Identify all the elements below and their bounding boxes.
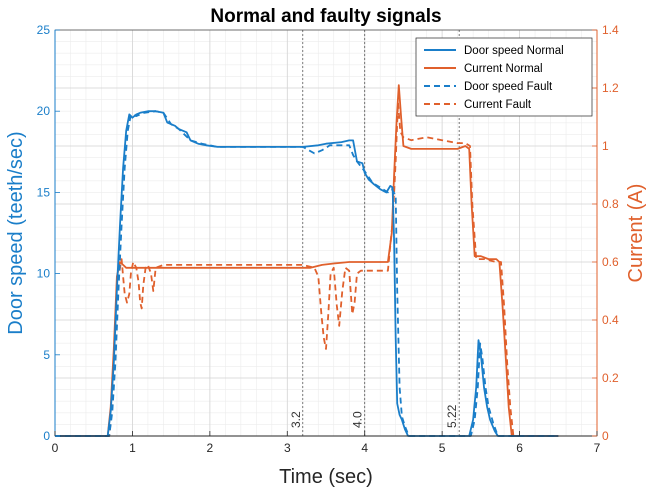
y-left-tick-label: 15 [37, 185, 51, 199]
chart-title: Normal and faulty signals [210, 6, 441, 27]
y-right-tick-label: 0 [602, 429, 609, 443]
x-tick-label: 0 [52, 441, 59, 455]
series-layer [55, 84, 559, 437]
vertical-marker-label: 4.0 [351, 411, 365, 428]
y-right-tick-label: 1 [602, 139, 609, 153]
vertical-marker-label: 5.22 [445, 404, 459, 428]
y-left-tick-label: 25 [37, 23, 51, 37]
y-left-tick-label: 10 [37, 267, 51, 281]
y-left-tick-label: 0 [43, 429, 50, 443]
legend-label: Door speed Fault [464, 81, 553, 93]
x-tick-label: 7 [594, 441, 601, 455]
legend-label: Current Fault [464, 99, 532, 111]
y-left-tick-label: 5 [43, 348, 50, 362]
legend-label: Door speed Normal [464, 45, 564, 57]
legend-label: Current Normal [464, 63, 543, 75]
y-axis-right-title: Current (A) [625, 184, 647, 283]
vertical-markers: 3.2 4.0 5.22 [289, 30, 460, 436]
x-tick-label: 4 [361, 441, 368, 455]
x-tick-label: 2 [207, 441, 214, 455]
legend: Door speed Normal Current Normal Door spee… [415, 37, 593, 117]
series-line-current-normal [55, 84, 559, 437]
y-right-tick-label: 1.4 [602, 23, 619, 37]
y-right-tick-label: 0.6 [602, 255, 619, 269]
x-tick-label: 5 [439, 441, 446, 455]
y-left-tick-label: 20 [37, 104, 51, 118]
y-right-tick-label: 1.2 [602, 81, 619, 95]
y-right-tick-label: 0.2 [602, 371, 619, 385]
vertical-marker-label: 3.2 [289, 411, 303, 428]
y-right-tick-label: 0.8 [602, 197, 619, 211]
x-axis-title: Time (sec) [279, 466, 373, 488]
x-tick-label: 1 [129, 441, 136, 455]
series-line-door-speed-fault [55, 110, 559, 437]
y-right-tick-label: 0.4 [602, 313, 619, 327]
x-tick-label: 3 [284, 441, 291, 455]
x-tick-label: 6 [516, 441, 523, 455]
y-axis-left-title: Door speed (teeth/sec) [5, 131, 27, 334]
